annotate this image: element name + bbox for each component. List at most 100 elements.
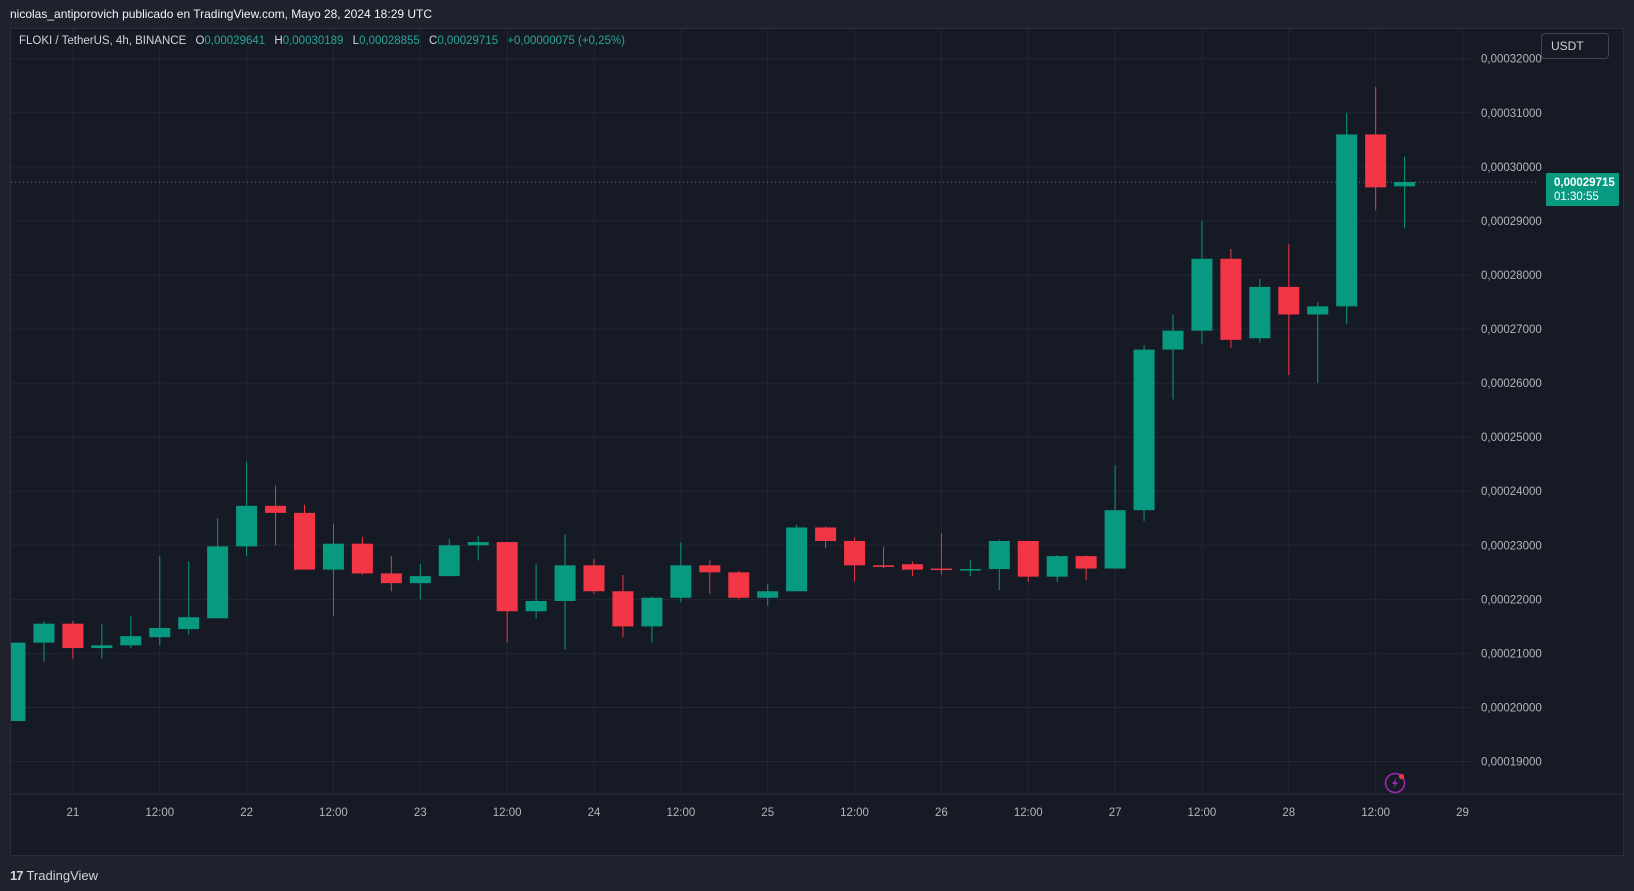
symbol-name[interactable]: FLOKI / TetherUS, 4h, BINANCE bbox=[19, 35, 187, 47]
x-tick-label: 22 bbox=[240, 807, 253, 819]
candle bbox=[1220, 249, 1242, 348]
candle-body bbox=[33, 623, 55, 643]
candle bbox=[207, 518, 229, 619]
candle-body bbox=[1220, 258, 1242, 340]
candle-body bbox=[207, 546, 229, 619]
candle bbox=[467, 536, 489, 561]
candle bbox=[641, 596, 663, 643]
y-tick-label: 0,00030000 bbox=[1481, 162, 1542, 174]
candle bbox=[265, 485, 287, 546]
candle bbox=[322, 523, 344, 616]
candle bbox=[612, 575, 634, 638]
lightning-alert-icon[interactable] bbox=[1384, 772, 1406, 794]
candle bbox=[380, 556, 402, 592]
candle-body bbox=[1133, 349, 1155, 511]
candle-body bbox=[294, 512, 315, 570]
candle bbox=[554, 534, 576, 650]
candle bbox=[1075, 555, 1097, 580]
y-tick-label: 0,00028000 bbox=[1481, 270, 1542, 282]
candle-body bbox=[525, 600, 547, 612]
candle-body bbox=[1046, 556, 1068, 577]
y-tick-label: 0,00020000 bbox=[1481, 702, 1542, 714]
candle bbox=[149, 556, 171, 646]
x-tick-label: 24 bbox=[588, 807, 601, 819]
tradingview-logo[interactable]: 17 TradingView bbox=[10, 868, 98, 883]
candle-body bbox=[612, 591, 634, 627]
candle-body bbox=[873, 565, 894, 567]
candle-body bbox=[670, 565, 692, 598]
candle-body bbox=[1365, 134, 1387, 188]
candle-body bbox=[1162, 330, 1184, 350]
x-tick-label: 12:00 bbox=[666, 807, 695, 819]
x-tick-label: 25 bbox=[761, 807, 774, 819]
candle bbox=[844, 537, 866, 582]
axes: 0,00032000 0,00031000 0,00030000 0,00029000… bbox=[11, 54, 1623, 819]
candle bbox=[236, 461, 258, 557]
candles bbox=[11, 86, 1416, 722]
bar-countdown: 01:30:55 bbox=[1554, 191, 1599, 204]
candle-body bbox=[901, 564, 923, 570]
chart-panel[interactable]: 0,00032000 0,00031000 0,00030000 0,00029000… bbox=[10, 28, 1624, 856]
x-tick-label: 29 bbox=[1456, 807, 1469, 819]
candle-body bbox=[1075, 556, 1097, 569]
candle-body bbox=[351, 543, 373, 574]
x-tick-label: 12:00 bbox=[319, 807, 348, 819]
candle bbox=[62, 620, 84, 659]
last-price-tag: 0,00029715 01:30:55 bbox=[1546, 173, 1619, 207]
last-price-value: 0,00029715 bbox=[1554, 177, 1615, 190]
candle-body bbox=[699, 565, 721, 573]
price-chart[interactable]: 0,00032000 0,00031000 0,00030000 0,00029000… bbox=[11, 29, 1623, 855]
candle bbox=[757, 584, 779, 606]
candle bbox=[786, 524, 808, 592]
candle-body bbox=[1249, 286, 1271, 339]
x-tick-label: 12:00 bbox=[1188, 807, 1217, 819]
x-tick-label: 27 bbox=[1109, 807, 1122, 819]
y-tick-label: 0,00021000 bbox=[1481, 648, 1542, 660]
candle bbox=[11, 642, 26, 722]
candle-body bbox=[728, 572, 750, 598]
candle bbox=[1133, 345, 1155, 521]
candle-body bbox=[236, 505, 258, 547]
candle-body bbox=[178, 617, 200, 630]
candle-body bbox=[844, 540, 866, 566]
candle bbox=[1307, 302, 1329, 384]
currency-button[interactable]: USDT bbox=[1541, 33, 1609, 59]
x-tick-label: 12:00 bbox=[1361, 807, 1390, 819]
candle-body bbox=[1104, 510, 1126, 569]
candle-body bbox=[959, 569, 981, 571]
candle-body bbox=[62, 623, 84, 649]
y-tick-label: 0,00023000 bbox=[1481, 540, 1542, 552]
candle-body bbox=[11, 642, 26, 722]
candle bbox=[525, 564, 547, 619]
candle bbox=[1249, 278, 1271, 343]
candle-body bbox=[265, 505, 287, 513]
y-tick-label: 0,00025000 bbox=[1481, 432, 1542, 444]
candle bbox=[583, 558, 605, 594]
candle bbox=[1191, 220, 1213, 344]
candle bbox=[1394, 156, 1416, 229]
y-tick-label: 0,00019000 bbox=[1481, 757, 1542, 769]
publish-header: nicolas_antiporovich publicado en Tradin… bbox=[0, 0, 1634, 28]
open-label: O bbox=[195, 35, 205, 47]
candle-body bbox=[380, 573, 402, 584]
x-tick-label: 12:00 bbox=[145, 807, 174, 819]
candle bbox=[728, 570, 750, 600]
y-tick-label: 0,00031000 bbox=[1481, 108, 1542, 120]
candle bbox=[1046, 555, 1068, 583]
candle-body bbox=[409, 576, 431, 584]
y-tick-label: 0,00029000 bbox=[1481, 216, 1542, 228]
candle-body bbox=[322, 543, 344, 570]
close-label: C bbox=[429, 35, 438, 47]
candle-body bbox=[496, 542, 518, 612]
candle-body bbox=[1336, 134, 1358, 307]
close-value: 0,00029715 bbox=[437, 35, 499, 47]
candle bbox=[988, 539, 1010, 591]
candle bbox=[120, 615, 142, 649]
candle bbox=[930, 533, 952, 576]
low-value: 0,00028855 bbox=[359, 35, 420, 47]
candle bbox=[351, 537, 373, 576]
y-tick-label: 0,00024000 bbox=[1481, 486, 1542, 498]
symbol-legend: FLOKI / TetherUS, 4h, BINANCE O0,0002964… bbox=[19, 35, 625, 47]
candle-body bbox=[149, 628, 171, 638]
candle-body bbox=[120, 636, 142, 646]
